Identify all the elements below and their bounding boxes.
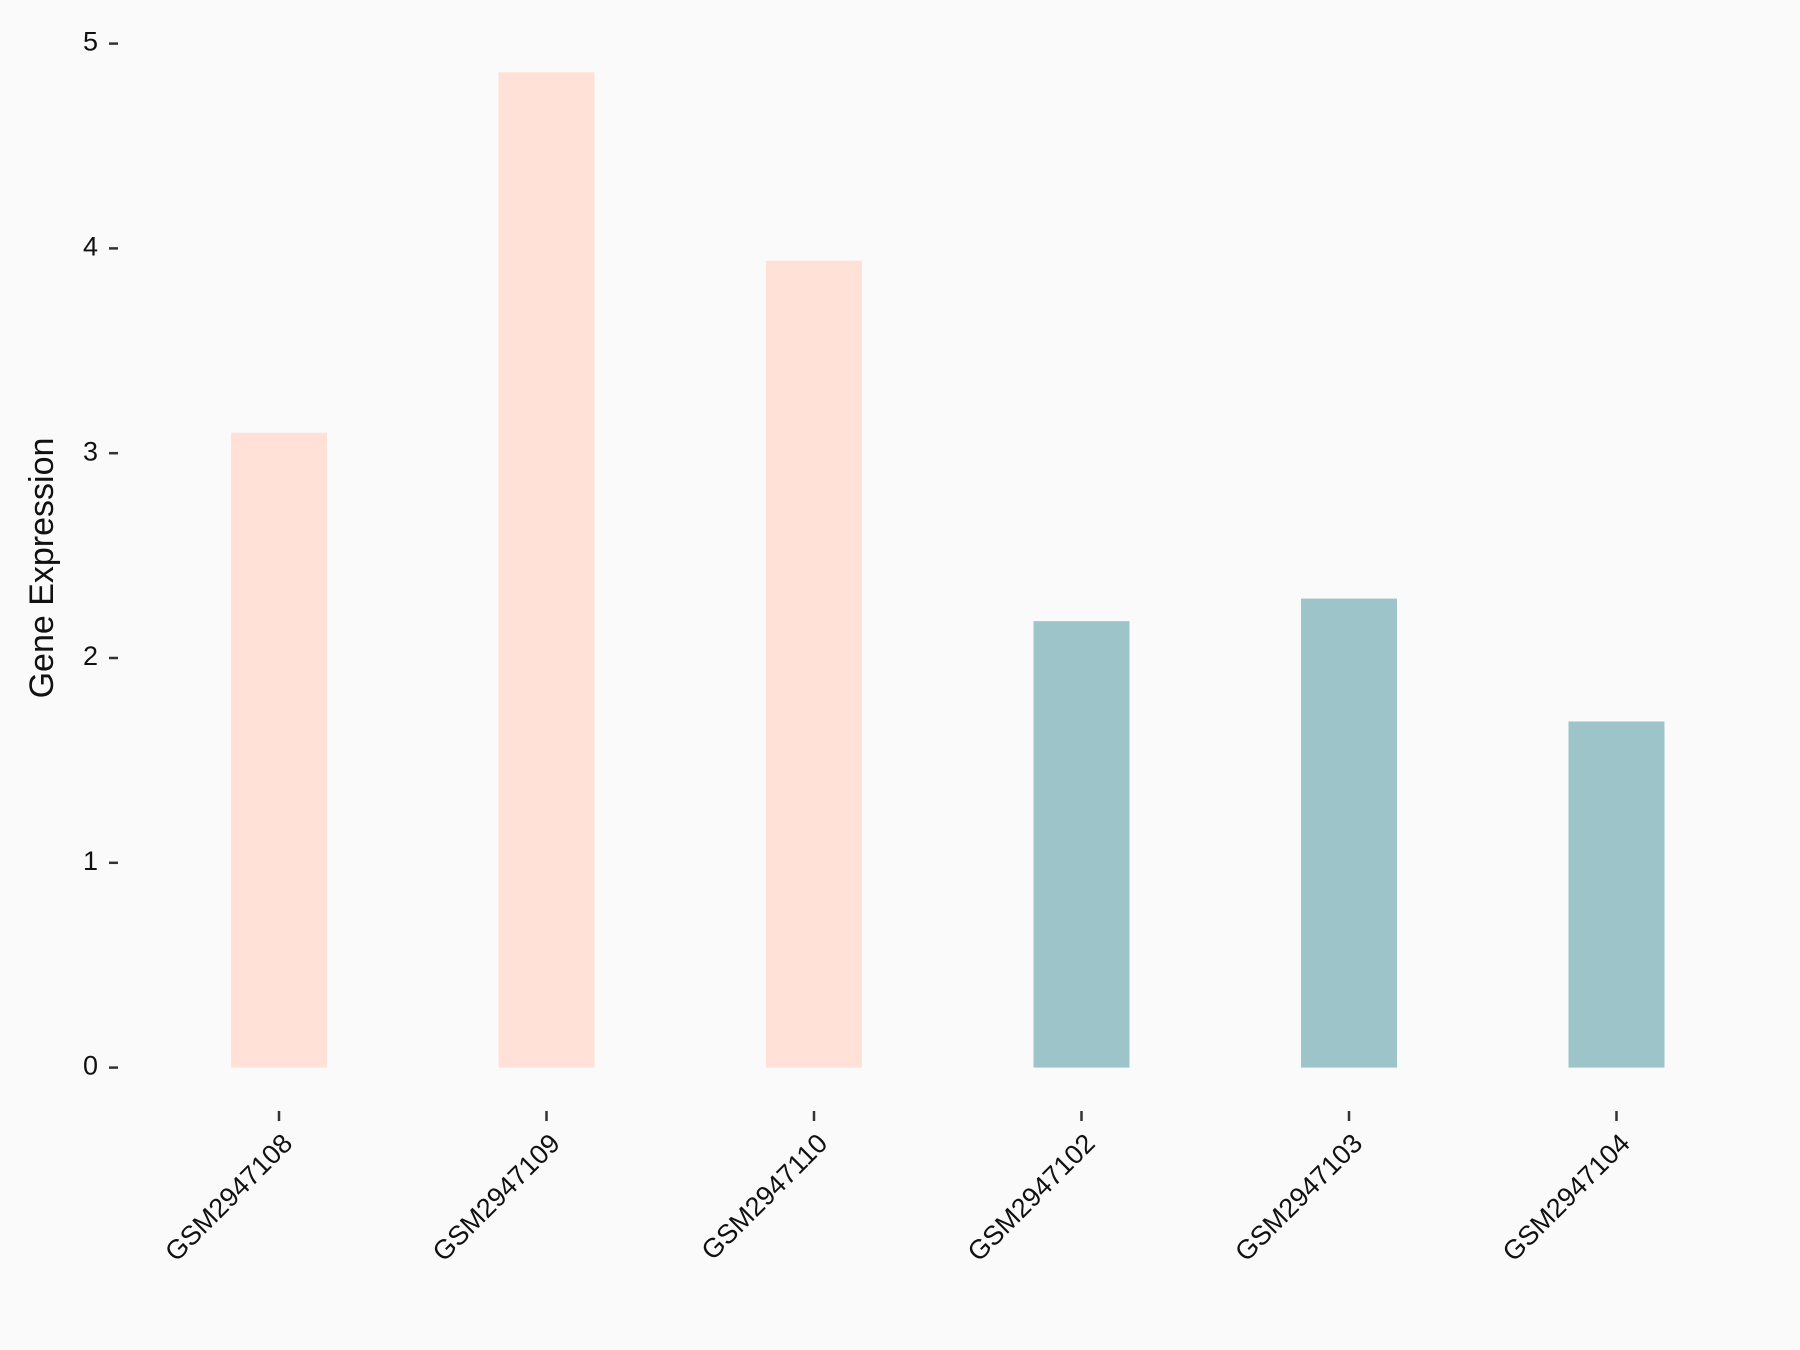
y-tick-label: 3 [83, 436, 98, 466]
y-tick-label: 1 [83, 846, 98, 876]
y-tick-label: 5 [83, 27, 98, 57]
bar [1301, 598, 1397, 1068]
y-tick-label: 4 [83, 232, 98, 262]
bar [1568, 721, 1665, 1068]
y-axis-title: Gene Expression [23, 438, 61, 699]
bar [1033, 621, 1130, 1068]
bar [766, 260, 862, 1068]
bar [498, 72, 595, 1068]
y-tick-label: 2 [83, 641, 98, 671]
bar [231, 432, 327, 1068]
y-tick-label: 0 [83, 1051, 98, 1081]
